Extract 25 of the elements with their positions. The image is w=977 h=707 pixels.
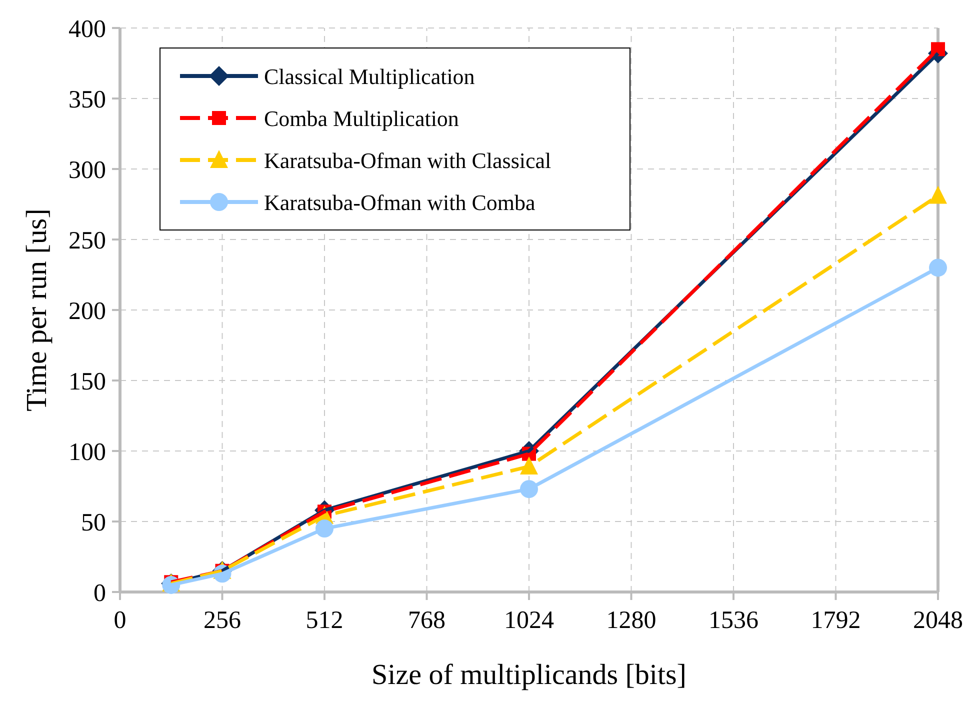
y-tick-label: 400 — [68, 16, 106, 43]
x-tick-label: 1792 — [810, 607, 861, 634]
legend-label: Comba Multiplication — [264, 106, 459, 131]
y-tick-label: 100 — [68, 439, 106, 466]
x-tick-label: 0 — [114, 607, 126, 634]
y-tick-label: 0 — [94, 580, 106, 607]
legend-label: Karatsuba-Ofman with Comba — [264, 190, 536, 215]
legend-label: Karatsuba-Ofman with Classical — [264, 148, 552, 173]
y-tick-label: 300 — [68, 157, 106, 184]
x-tick-label: 2048 — [913, 607, 963, 634]
y-tick-label: 200 — [68, 298, 106, 325]
x-tick-label: 768 — [408, 607, 446, 634]
x-tick-label: 1536 — [708, 607, 758, 634]
y-tick-label: 50 — [81, 510, 106, 536]
y-axis-title: Time per run [us] — [21, 208, 53, 412]
x-tick-label: 512 — [306, 607, 344, 634]
x-axis-title: Size of multiplicands [bits] — [372, 659, 686, 691]
x-tick-label: 1280 — [606, 607, 656, 634]
x-tick-label: 256 — [204, 607, 241, 634]
legend-label: Classical Multiplication — [264, 64, 475, 89]
point — [929, 186, 947, 204]
y-tick-label: 150 — [68, 368, 106, 396]
x-tick-label: 1024 — [504, 607, 554, 634]
y-tick-label: 350 — [68, 86, 106, 114]
y-tick-label: 250 — [68, 228, 106, 254]
